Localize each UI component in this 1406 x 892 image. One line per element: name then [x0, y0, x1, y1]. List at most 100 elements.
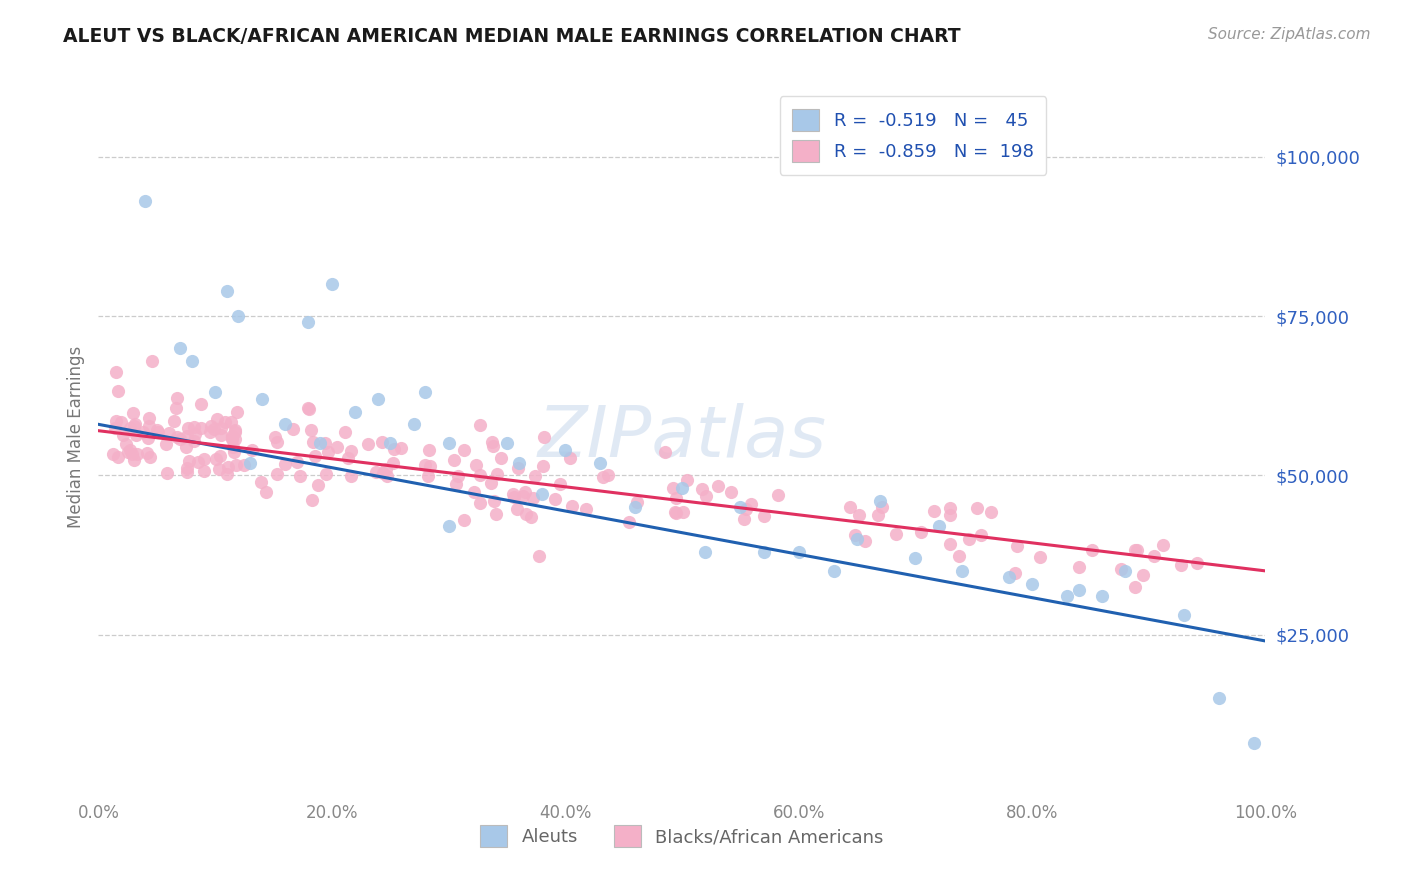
- Point: [315, 467, 337, 481]
- Point: [664, 505, 686, 519]
- Point: [224, 425, 246, 439]
- Point: [1067, 560, 1090, 574]
- Point: [1208, 691, 1230, 706]
- Point: [1114, 564, 1136, 578]
- Point: [418, 442, 440, 457]
- Point: [375, 469, 398, 483]
- Point: [481, 434, 503, 449]
- Point: [225, 405, 247, 419]
- Point: [957, 532, 980, 546]
- Point: [139, 450, 162, 464]
- Point: [787, 545, 810, 559]
- Point: [340, 468, 363, 483]
- Point: [125, 428, 148, 442]
- Point: [266, 435, 288, 450]
- Point: [138, 419, 160, 434]
- Point: [922, 504, 945, 518]
- Point: [468, 496, 491, 510]
- Point: [205, 412, 228, 426]
- Point: [970, 527, 993, 541]
- Point: [208, 462, 231, 476]
- Point: [304, 449, 326, 463]
- Point: [110, 415, 132, 429]
- Text: Source: ZipAtlas.com: Source: ZipAtlas.com: [1208, 27, 1371, 42]
- Point: [1029, 549, 1052, 564]
- Point: [384, 442, 406, 457]
- Text: ALEUT VS BLACK/AFRICAN AMERICAN MEDIAN MALE EARNINGS CORRELATION CHART: ALEUT VS BLACK/AFRICAN AMERICAN MEDIAN M…: [63, 27, 960, 45]
- Point: [214, 416, 236, 430]
- Point: [1080, 542, 1102, 557]
- Point: [344, 404, 367, 418]
- Point: [224, 432, 246, 446]
- Point: [146, 423, 169, 437]
- Point: [163, 414, 186, 428]
- Point: [166, 430, 188, 444]
- Point: [530, 487, 553, 501]
- Point: [336, 451, 359, 466]
- Point: [558, 451, 581, 466]
- Point: [754, 508, 776, 523]
- Point: [380, 436, 402, 450]
- Point: [626, 495, 648, 509]
- Point: [114, 437, 136, 451]
- Point: [157, 425, 180, 440]
- Point: [418, 469, 440, 483]
- Point: [464, 458, 486, 472]
- Point: [357, 437, 380, 451]
- Point: [382, 456, 405, 470]
- Point: [938, 501, 960, 516]
- Point: [966, 500, 988, 515]
- Point: [665, 491, 688, 505]
- Point: [122, 406, 145, 420]
- Legend: Aleuts, Blacks/African Americans: Aleuts, Blacks/African Americans: [471, 816, 893, 856]
- Point: [884, 526, 907, 541]
- Point: [233, 458, 256, 473]
- Point: [217, 460, 239, 475]
- Point: [107, 450, 129, 464]
- Point: [122, 453, 145, 467]
- Point: [124, 417, 146, 431]
- Point: [766, 488, 789, 502]
- Point: [1185, 556, 1208, 570]
- Point: [419, 459, 441, 474]
- Point: [155, 437, 177, 451]
- Point: [1123, 580, 1146, 594]
- Point: [155, 466, 177, 480]
- Point: [166, 391, 188, 405]
- Point: [948, 549, 970, 564]
- Point: [402, 417, 425, 432]
- Point: [298, 401, 321, 416]
- Point: [198, 425, 221, 439]
- Point: [470, 417, 492, 432]
- Point: [176, 465, 198, 479]
- Point: [482, 439, 505, 453]
- Point: [389, 441, 412, 455]
- Point: [554, 442, 576, 457]
- Point: [503, 490, 526, 504]
- Point: [823, 564, 845, 578]
- Point: [508, 456, 530, 470]
- Point: [706, 479, 728, 493]
- Point: [221, 432, 243, 446]
- Point: [297, 315, 319, 329]
- Point: [138, 411, 160, 425]
- Point: [1170, 558, 1192, 573]
- Point: [676, 473, 699, 487]
- Point: [146, 425, 169, 440]
- Point: [928, 519, 950, 533]
- Point: [288, 468, 311, 483]
- Point: [314, 436, 336, 450]
- Point: [752, 545, 775, 559]
- Point: [1243, 736, 1265, 750]
- Point: [224, 423, 246, 437]
- Point: [136, 446, 159, 460]
- Point: [672, 505, 695, 519]
- Point: [1021, 576, 1043, 591]
- Point: [299, 423, 322, 437]
- Point: [522, 491, 544, 506]
- Point: [132, 425, 155, 440]
- Point: [176, 461, 198, 475]
- Point: [122, 418, 145, 433]
- Point: [524, 469, 547, 483]
- Point: [274, 417, 297, 432]
